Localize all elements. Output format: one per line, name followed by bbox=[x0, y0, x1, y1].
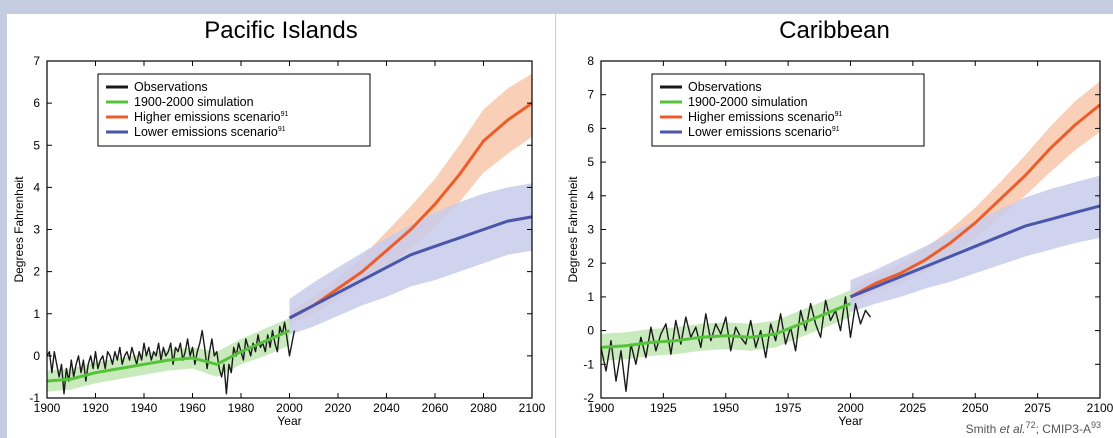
x-tick-label: 1900 bbox=[588, 401, 615, 415]
y-tick-label: 6 bbox=[587, 121, 594, 135]
y-tick-label: 0 bbox=[587, 324, 594, 338]
y-tick-label: 7 bbox=[33, 54, 40, 68]
y-tick-label: 1 bbox=[587, 290, 594, 304]
x-tick-label: 1940 bbox=[131, 401, 158, 415]
legend-box bbox=[97, 73, 371, 147]
legend-label: Higher emissions scenario91 bbox=[134, 110, 288, 124]
pacific-islands-panel: Pacific Islands 1900 1920 1940 1960 1980 2000… bbox=[7, 14, 555, 438]
x-axis-label: Year bbox=[838, 414, 862, 428]
chart-title: Pacific Islands bbox=[204, 17, 358, 44]
credit-ref2: 93 bbox=[1090, 420, 1101, 430]
x-axis-label: Year bbox=[277, 414, 301, 428]
series-line bbox=[288, 101, 533, 320]
x-tick-label: 2100 bbox=[1087, 401, 1113, 415]
y-tick-label: -2 bbox=[583, 391, 594, 405]
pacific-islands-chart: 1900 1920 1940 1960 1980 2000 2020 2040 2060 2080… bbox=[12, 54, 546, 428]
x-tick-label: 1920 bbox=[82, 401, 109, 415]
y-tick-label: 1 bbox=[33, 307, 40, 321]
y-tick-label: -1 bbox=[583, 357, 594, 371]
y-tick-label: 2 bbox=[587, 256, 594, 270]
y-tick-label: 8 bbox=[587, 54, 594, 68]
series-line bbox=[600, 296, 872, 392]
series-line bbox=[288, 215, 533, 320]
y-tick-label: 7 bbox=[587, 88, 594, 102]
x-tick-label: 1950 bbox=[712, 401, 739, 415]
legend-label: 1900-2000 simulation bbox=[134, 95, 254, 109]
source-credit: Smith et al.72; CMIP3-A93 bbox=[966, 420, 1101, 436]
y-tick-label: 6 bbox=[33, 96, 40, 110]
legend-label: 1900-2000 simulation bbox=[688, 95, 808, 109]
y-tick-label: 4 bbox=[587, 189, 594, 203]
y-axis-label: Degrees Fahrenheit bbox=[566, 176, 580, 283]
credit-et-al: et al. bbox=[999, 422, 1026, 436]
legend-label: Observations bbox=[134, 80, 208, 94]
legend-superscript: 91 bbox=[278, 126, 286, 133]
x-tick-label: 1975 bbox=[775, 401, 802, 415]
x-tick-label: 1960 bbox=[179, 401, 206, 415]
caribbean-chart: 1900 1925 1950 1975 2000 2025 2050 2075 2100-2-1… bbox=[566, 54, 1113, 428]
x-tick-label: 2020 bbox=[325, 401, 352, 415]
x-tick-label: 2000 bbox=[837, 401, 864, 415]
credit-middle: ; CMIP3-A bbox=[1035, 422, 1091, 436]
legend-superscript: 91 bbox=[832, 126, 840, 133]
x-tick-label: 2075 bbox=[1024, 401, 1051, 415]
y-tick-label: 5 bbox=[587, 155, 594, 169]
legend-label: Higher emissions scenario91 bbox=[688, 110, 842, 124]
x-tick-label: 2060 bbox=[422, 401, 449, 415]
y-axis-label: Degrees Fahrenheit bbox=[12, 176, 26, 283]
series-line bbox=[849, 204, 1101, 299]
y-tick-label: 2 bbox=[33, 265, 40, 279]
legend-superscript: 91 bbox=[835, 111, 843, 118]
y-tick-label: 5 bbox=[33, 138, 40, 152]
legend-superscript: 91 bbox=[281, 111, 289, 118]
y-tick-label: 0 bbox=[33, 349, 40, 363]
x-tick-label: 2050 bbox=[962, 401, 989, 415]
x-tick-label: 2040 bbox=[373, 401, 400, 415]
uncertainty-band bbox=[289, 73, 532, 325]
x-tick-label: 1980 bbox=[228, 401, 255, 415]
y-tick-label: 3 bbox=[33, 223, 40, 237]
legend-label: Lower emissions scenario91 bbox=[134, 125, 286, 139]
uncertainty-band bbox=[47, 318, 290, 392]
x-tick-label: 2025 bbox=[900, 401, 927, 415]
credit-ref1: 72 bbox=[1025, 420, 1036, 430]
credit-prefix: Smith bbox=[965, 422, 1000, 436]
legend-box bbox=[651, 73, 925, 147]
y-tick-label: -1 bbox=[29, 391, 40, 405]
x-tick-label: 2100 bbox=[519, 401, 546, 415]
series-line bbox=[849, 103, 1101, 299]
series-line bbox=[46, 321, 296, 395]
uncertainty-band bbox=[850, 175, 1100, 313]
caribbean-panel: Caribbean 1900 1925 1950 1975 2000 2025 2050 20… bbox=[556, 14, 1113, 438]
legend-label: Observations bbox=[688, 80, 762, 94]
legend-label: Lower emissions scenario91 bbox=[688, 125, 840, 139]
y-tick-label: 3 bbox=[587, 223, 594, 237]
series-line bbox=[46, 329, 291, 383]
x-tick-label: 1925 bbox=[650, 401, 677, 415]
uncertainty-band bbox=[601, 290, 851, 361]
series-line bbox=[600, 302, 852, 349]
x-tick-label: 1900 bbox=[34, 401, 61, 415]
x-tick-label: 2080 bbox=[470, 401, 497, 415]
chart-title: Caribbean bbox=[779, 17, 890, 44]
uncertainty-band bbox=[289, 183, 532, 335]
y-tick-label: 4 bbox=[33, 180, 40, 194]
x-tick-label: 2000 bbox=[276, 401, 303, 415]
